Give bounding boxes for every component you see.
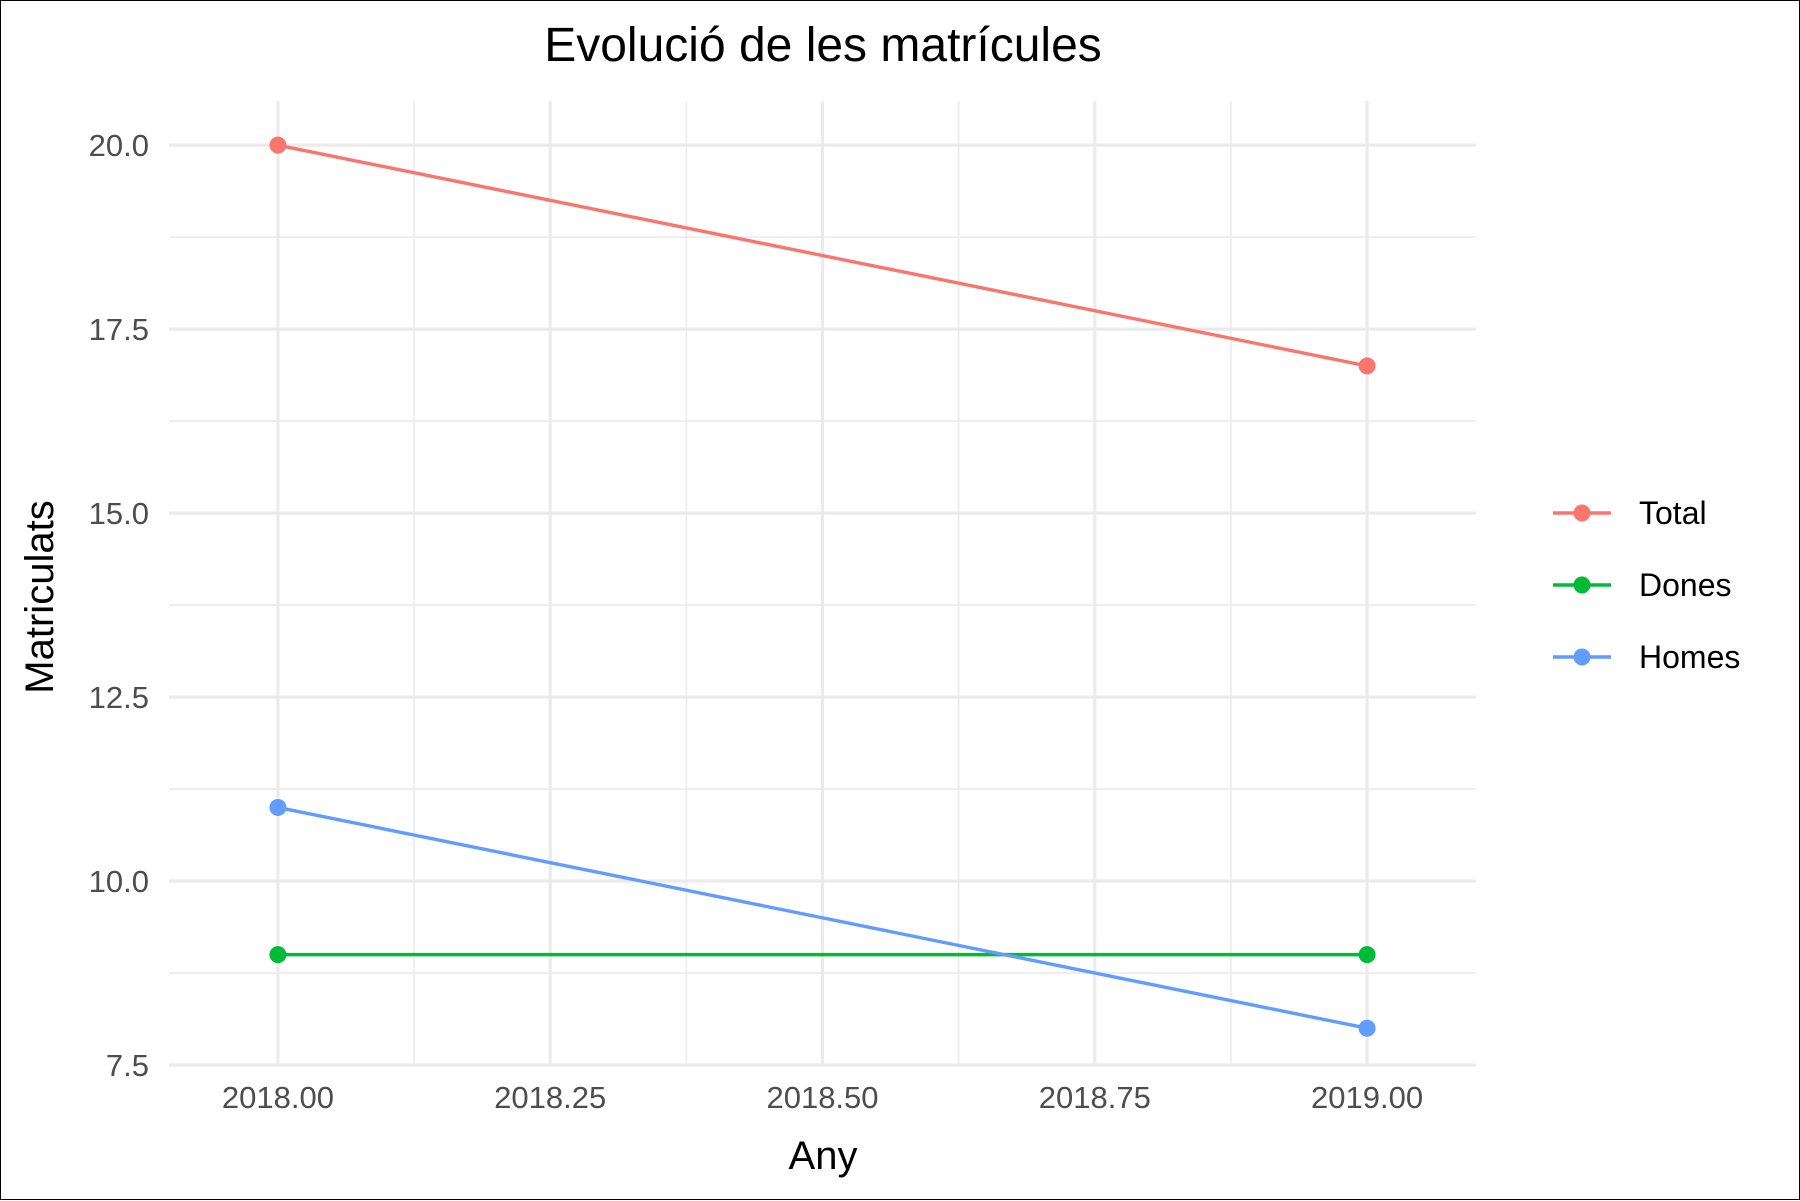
legend-label-total: Total (1639, 495, 1707, 531)
y-tick-label: 12.5 (89, 680, 149, 715)
data-point-dones (1358, 946, 1376, 964)
series-line-homes (277, 805, 1368, 1030)
data-point-dones (269, 946, 287, 964)
legend-label-homes: Homes (1639, 639, 1740, 675)
chart-title: Evolució de les matrícules (544, 19, 1102, 72)
y-axis-tick-labels: 7.5 10.0 12.5 15.0 17.5 20.0 (89, 128, 149, 1083)
legend-key-point-homes (1573, 648, 1591, 666)
data-point-total (1358, 357, 1376, 375)
y-tick-label: 15.0 (89, 496, 149, 531)
y-tick-label: 17.5 (89, 312, 149, 347)
x-tick-label: 2018.50 (766, 1080, 878, 1115)
data-point-homes (1358, 1019, 1376, 1037)
data-point-homes (269, 798, 287, 816)
x-axis-title: Any (789, 1134, 858, 1178)
legend-label-dones: Dones (1639, 567, 1732, 603)
x-tick-label: 2018.25 (494, 1080, 606, 1115)
series-points (269, 136, 1376, 1037)
major-gridlines (169, 101, 1476, 1067)
y-axis-title: Matriculats (18, 500, 62, 693)
legend-key-point-total (1573, 504, 1591, 522)
y-tick-label: 7.5 (106, 1048, 149, 1083)
x-tick-label: 2019.00 (1311, 1080, 1423, 1115)
legend: Total Dones Homes (1553, 495, 1740, 675)
x-axis-tick-labels: 2018.00 2018.25 2018.50 2018.75 2019.00 (222, 1080, 1423, 1115)
x-tick-label: 2018.00 (222, 1080, 334, 1115)
y-tick-label: 10.0 (89, 864, 149, 899)
x-tick-label: 2018.75 (1039, 1080, 1151, 1115)
legend-key-point-dones (1573, 576, 1591, 594)
series-line-total (277, 143, 1368, 368)
data-point-total (269, 136, 287, 154)
y-tick-label: 20.0 (89, 128, 149, 163)
series-lines (277, 143, 1368, 1030)
